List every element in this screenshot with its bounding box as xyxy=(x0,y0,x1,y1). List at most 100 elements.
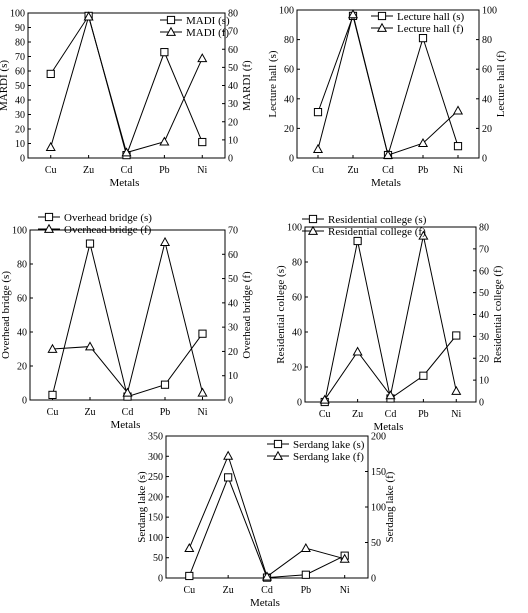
y-left-tick-label: 70 xyxy=(15,52,25,63)
y-left-axis-label: MARDI (s) xyxy=(0,60,10,111)
y-left-tick-label: 0 xyxy=(158,574,163,585)
data-point-triangle xyxy=(451,385,462,395)
y-right-tick-label: 70 xyxy=(228,226,238,237)
y-right-tick-label: 60 xyxy=(228,250,238,261)
y-left-tick-label: 20 xyxy=(284,124,294,135)
chart-panel-3: Cu Zu Cd Pb Ni 0 20 40 60 80 100 0 10 20 30 40 50 60 70 Met… xyxy=(0,212,253,431)
y-right-tick-label: 150 xyxy=(371,467,386,478)
data-point-square xyxy=(224,473,233,482)
legend-triangle-marker xyxy=(272,450,284,460)
x-tick-label: Zu xyxy=(352,409,363,420)
data-point-square xyxy=(48,390,57,399)
y-left-tick-label: 200 xyxy=(148,492,163,503)
legend-square-marker xyxy=(166,15,176,25)
x-axis-label: Metals xyxy=(111,419,141,431)
data-point-triangle xyxy=(312,143,324,153)
y-right-tick-label: 50 xyxy=(228,274,238,285)
x-tick-label: Ni xyxy=(340,585,350,596)
legend-entry: MADI (s) xyxy=(186,15,230,27)
y-left-tick-label: 0 xyxy=(289,154,294,165)
y-left-tick-label: 60 xyxy=(284,65,294,76)
y-right-axis-label: Serdang lake (f) xyxy=(384,471,396,542)
y-left-tick-label: 50 xyxy=(153,553,163,564)
y-left-tick-label: 100 xyxy=(10,9,25,20)
data-point-triangle xyxy=(418,230,429,240)
x-tick-label: Cd xyxy=(122,407,134,418)
y-left-tick-label: 20 xyxy=(292,363,302,374)
x-axis-label: Metals xyxy=(371,177,401,189)
chart-panel-5: Cu Zu Cd Pb Ni 0 50 100 150 200 250 300 350 0 50 100 150… xyxy=(136,432,396,610)
y-right-tick-label: 80 xyxy=(228,9,238,20)
x-axis-label: Metals xyxy=(374,421,404,433)
data-point-square xyxy=(452,331,461,340)
x-tick-label: Zu xyxy=(223,585,234,596)
y-right-tick-label: 30 xyxy=(479,332,489,343)
y-left-tick-label: 350 xyxy=(148,432,163,443)
y-left-tick-label: 100 xyxy=(12,226,27,237)
legend-entry: Residential college (s) xyxy=(328,214,427,226)
y-right-tick-label: 70 xyxy=(228,27,238,38)
series-line-s xyxy=(50,14,203,157)
data-point-triangle xyxy=(197,387,208,397)
y-left-tick-label: 40 xyxy=(292,328,302,339)
data-point-triangle xyxy=(385,390,396,400)
series-line-f xyxy=(50,14,203,154)
legend-triangle-marker xyxy=(43,223,55,233)
legend-triangle-marker xyxy=(165,26,177,36)
chart-panel-2: Cu Zu Cd Pb Ni 0 20 40 60 80 100 0 20 40 60 80 100 Metals… xyxy=(267,6,507,190)
y-right-tick-label: 50 xyxy=(479,288,489,299)
legend-entry: Residential college (f) xyxy=(328,226,426,238)
y-right-tick-label: 20 xyxy=(482,124,492,135)
legend-entry: Serdang lake (f) xyxy=(293,451,364,463)
x-tick-label: Cd xyxy=(121,165,133,176)
y-right-tick-label: 100 xyxy=(482,6,497,17)
data-point-triangle xyxy=(83,11,94,21)
x-tick-label: Cu xyxy=(312,165,324,176)
y-left-tick-label: 150 xyxy=(148,513,163,524)
y-right-tick-label: 50 xyxy=(371,538,381,549)
legend-square-marker xyxy=(273,439,283,449)
y-left-tick-label: 100 xyxy=(279,6,294,17)
y-right-tick-label: 0 xyxy=(479,398,484,409)
data-point-triangle xyxy=(347,9,359,19)
y-right-tick-label: 20 xyxy=(479,354,489,365)
y-left-tick-label: 0 xyxy=(20,154,25,165)
data-point-square xyxy=(301,570,310,579)
series-line-f xyxy=(317,14,459,156)
data-point-square xyxy=(453,142,463,151)
y-right-tick-label: 70 xyxy=(479,244,489,255)
data-point-square xyxy=(185,571,194,581)
y-right-tick-label: 0 xyxy=(228,154,233,165)
y-left-tick-label: 250 xyxy=(148,472,163,483)
y-right-tick-label: 50 xyxy=(228,63,238,74)
y-right-tick-label: 80 xyxy=(479,223,489,234)
y-right-tick-label: 60 xyxy=(479,266,489,277)
y-left-tick-label: 80 xyxy=(292,258,302,269)
y-left-axis-label: Serdang lake (s) xyxy=(136,471,148,543)
series-line-s xyxy=(52,243,203,398)
y-right-tick-label: 30 xyxy=(228,323,238,334)
legend-square-marker xyxy=(44,212,54,222)
x-tick-label: Ni xyxy=(197,165,207,176)
data-point-triangle xyxy=(121,147,132,157)
y-right-tick-label: 0 xyxy=(228,396,233,407)
x-tick-label: Cu xyxy=(47,407,59,418)
data-point-square xyxy=(160,48,169,57)
x-tick-label: Cu xyxy=(319,409,331,420)
y-left-axis-label: Lecture hall (s) xyxy=(267,50,279,118)
data-point-square xyxy=(85,239,95,248)
y-right-axis-label: Overhead bridge (f) xyxy=(241,271,253,359)
data-point-triangle xyxy=(47,343,58,353)
y-right-axis-label: Residential college (f) xyxy=(492,265,504,363)
x-tick-label: Pb xyxy=(160,407,171,418)
y-right-tick-label: 60 xyxy=(228,45,238,56)
y-left-tick-label: 0 xyxy=(297,398,302,409)
data-point-triangle xyxy=(352,346,363,356)
legend-entry: Lecture hall (f) xyxy=(397,23,464,35)
x-tick-label: Ni xyxy=(198,407,208,418)
y-left-tick-label: 40 xyxy=(17,328,27,339)
y-left-axis-label: Overhead bridge (s) xyxy=(0,271,12,359)
x-tick-label: Zu xyxy=(84,407,95,418)
data-point-triangle xyxy=(319,394,330,404)
y-left-tick-label: 60 xyxy=(292,293,302,304)
